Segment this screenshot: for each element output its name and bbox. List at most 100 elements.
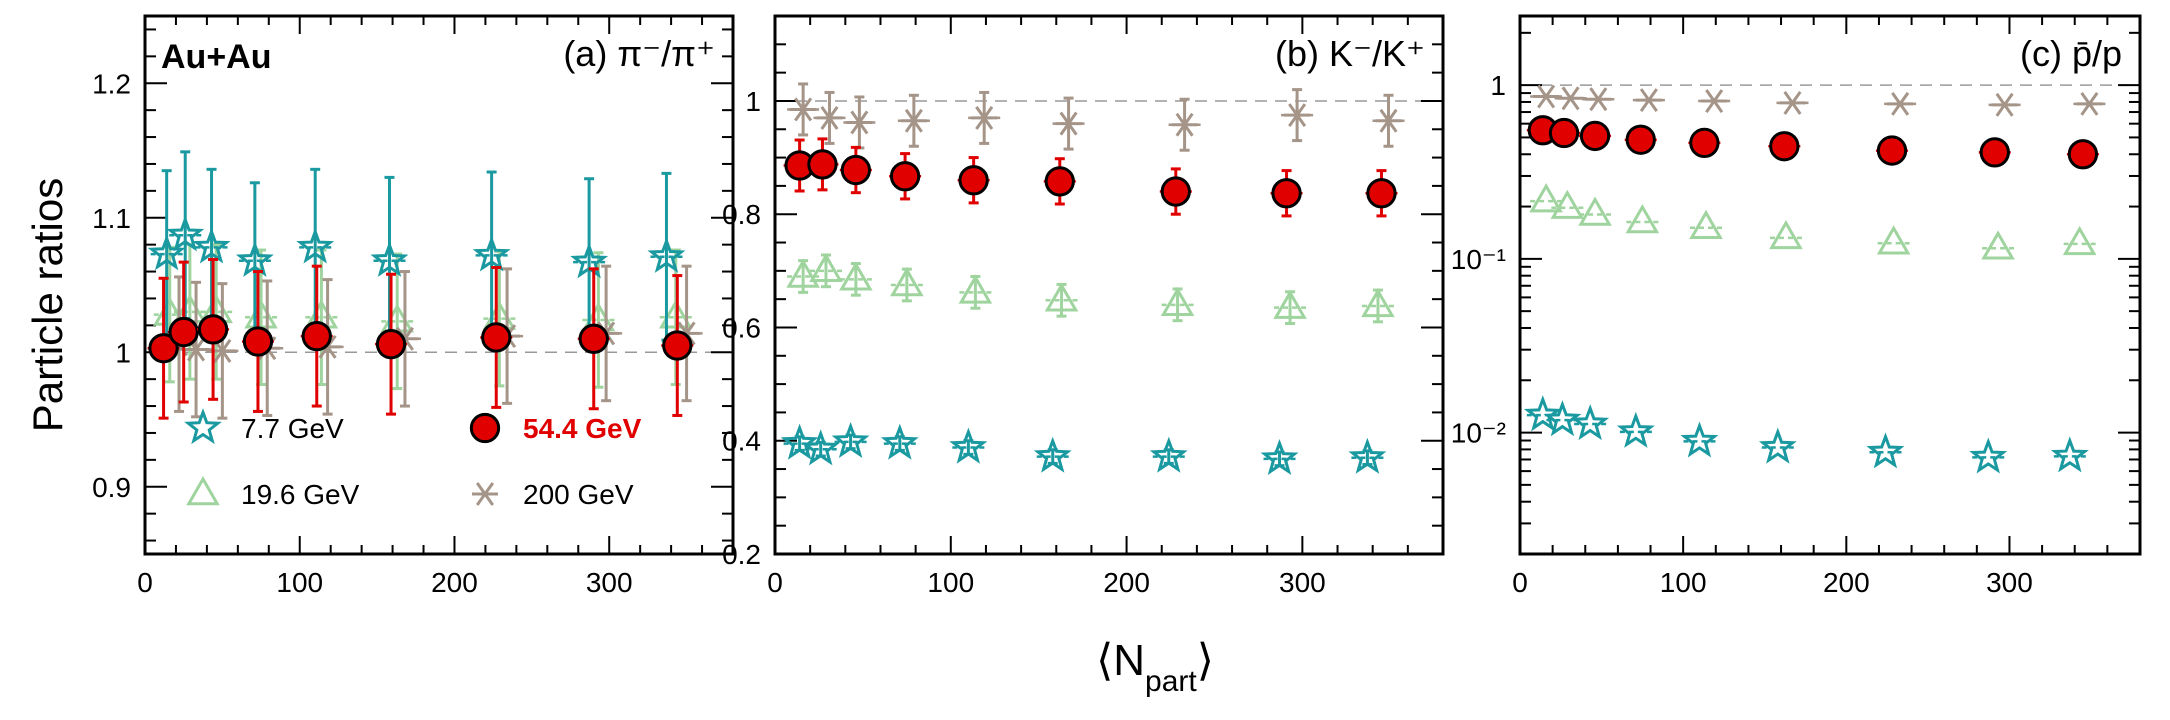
data-point (807, 149, 838, 180)
data-point (846, 110, 873, 135)
panel-a: 0 100 200 300 0.9 1 1.1 1.2 (a) π⁻/π⁺ Au+Au 7.7 Ge… (92, 14, 735, 598)
panel-c-x-tick-label: 100 (1660, 567, 1707, 598)
panel-b-x-tick-label: 300 (1279, 567, 1326, 598)
panel-c-x-tick-label: 0 (1512, 567, 1528, 598)
data-point-stroke (794, 97, 813, 122)
data-point (472, 235, 511, 272)
data-point (192, 227, 231, 264)
data-point (1876, 135, 1908, 166)
data-point (1260, 438, 1299, 475)
data-point (197, 314, 229, 345)
data-point (1616, 411, 1655, 448)
data-point (1366, 178, 1397, 209)
data-point-stroke (1705, 89, 1724, 113)
panel-c-series-7-7-GeV (1523, 395, 2089, 474)
panel-a-series-54-4-GeV (147, 257, 694, 420)
panel-c-frame (1518, 14, 2142, 556)
data-point (958, 165, 989, 196)
data-point (1273, 289, 1307, 319)
data-point (147, 234, 186, 271)
y-axis-label: Particle ratios (24, 178, 71, 432)
data-point (1769, 219, 1803, 250)
data-point (1969, 437, 2008, 474)
panel-a-x-tick-label: 300 (586, 567, 633, 598)
panel-c-y-tick-label: 10⁻² (1451, 418, 1506, 449)
data-point (880, 423, 919, 460)
legend-entry: 200 GeV (472, 479, 634, 510)
data-point (786, 258, 820, 288)
data-point (839, 261, 873, 291)
data-point (301, 320, 332, 352)
data-point (1033, 436, 1072, 473)
legend-entry: 7.7 GeV (184, 408, 344, 445)
data-point (1271, 178, 1302, 209)
data-point (890, 267, 924, 297)
data-point (949, 427, 988, 464)
data-point (1284, 103, 1311, 128)
data-point (2062, 225, 2097, 256)
data-point (1625, 124, 1656, 155)
data-point (235, 240, 274, 277)
data-point-stroke (820, 106, 839, 130)
legend-entry: 54.4 GeV (469, 412, 642, 444)
data-point (831, 421, 870, 458)
panel-b-x-tick-label: 100 (927, 567, 974, 598)
panel-b-frame (773, 14, 1445, 556)
panel-a-y-tick-label: 0.9 (92, 472, 131, 503)
data-point-stroke (187, 337, 206, 362)
panel-c-series-19-6-GeV (1529, 183, 2097, 260)
data-point (1625, 204, 1660, 234)
data-point (370, 240, 409, 277)
data-point (1758, 427, 1797, 464)
data-point-stroke (1891, 91, 1910, 116)
panel-c-series-200-GeV (1530, 84, 2106, 117)
data-point (1981, 230, 2015, 260)
data-point (801, 429, 840, 466)
data-point (296, 227, 335, 264)
legend-marker (184, 408, 222, 445)
data-point (1044, 166, 1075, 197)
panel-a-title: (a) π⁻/π⁺ (563, 33, 715, 74)
data-point-stroke (1175, 112, 1194, 137)
legend-marker (469, 412, 501, 444)
data-point (1160, 176, 1191, 207)
data-point (2067, 139, 2099, 170)
panel-c: 0 100 200 300 10⁻² 10⁻¹ 1 (c) p̄/p (1451, 14, 2142, 598)
data-point-stroke (850, 110, 869, 135)
data-point-stroke (213, 338, 232, 363)
x-axis-label-main: ⟨N (1096, 636, 1145, 685)
data-point-stroke (1537, 84, 1556, 109)
panel-b-x-tick-label: 200 (1103, 567, 1150, 598)
data-point (2076, 91, 2103, 116)
data-point (1585, 87, 1612, 112)
data-point (1571, 404, 1610, 441)
system-label: Au+Au (161, 38, 272, 76)
panel-b-x-tick-label: 0 (767, 567, 783, 598)
data-point (1689, 209, 1723, 239)
legend-marker-stroke (475, 482, 495, 506)
panel-a-y-tick-label: 1.1 (92, 203, 131, 234)
panel-a-y-tick-label: 1 (115, 337, 131, 368)
data-point (1044, 282, 1079, 312)
data-point (2050, 436, 2089, 473)
panel-b-series-54-4-GeV (783, 137, 1398, 218)
data-point (900, 108, 927, 133)
data-point (1348, 437, 1387, 474)
panel-b: 0 100 200 300 0.2 0.4 0.6 0.8 1 (b) K⁻/K⁺ (722, 14, 1445, 598)
panel-b-series-200-GeV (787, 82, 1405, 152)
data-point-stroke (1639, 88, 1658, 113)
x-axis-label: ⟨Npart⟩ (1096, 636, 1214, 698)
panel-c-series-54-4-GeV (1526, 115, 2099, 170)
data-point (1876, 225, 1911, 255)
data-point (647, 236, 686, 273)
data-point (1887, 91, 1914, 116)
data-point (1548, 117, 1580, 149)
data-point (168, 316, 199, 348)
data-point (1529, 183, 1563, 213)
data-point-stroke (975, 106, 994, 130)
data-point (1680, 421, 1719, 458)
panel-c-x-tick-label: 300 (1986, 567, 2033, 598)
data-point (790, 97, 817, 122)
data-point (1149, 436, 1188, 473)
data-point (1055, 111, 1082, 136)
